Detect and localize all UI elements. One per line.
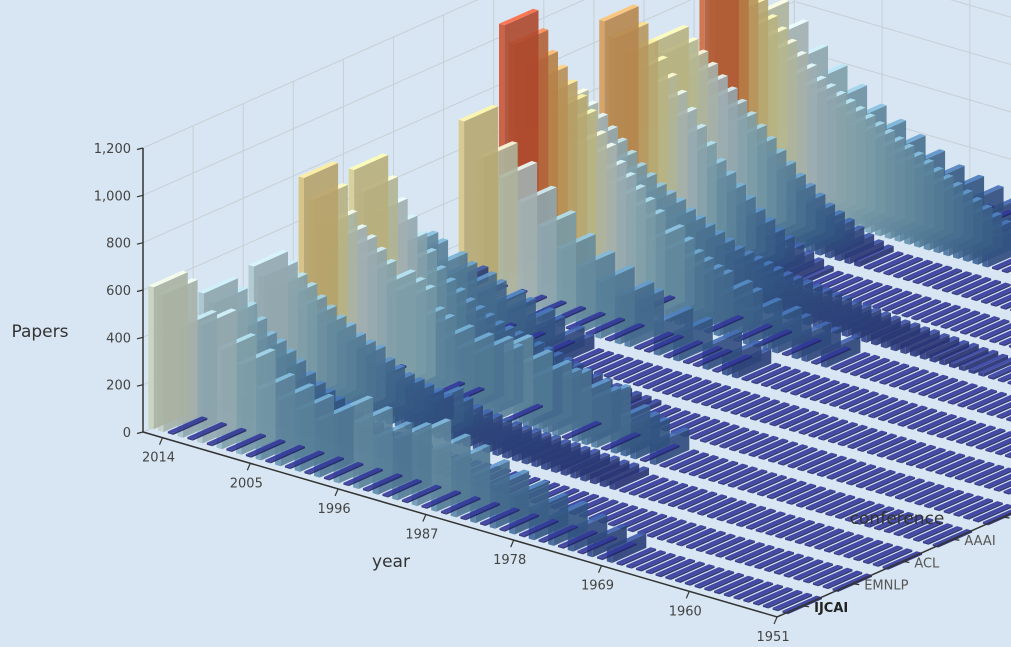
y-tick-label: IJCAI	[814, 601, 848, 616]
z-tick-label: 1,000	[94, 189, 131, 204]
z-tick	[137, 290, 143, 292]
x-tick	[686, 591, 689, 598]
z-tick-label: 0	[123, 426, 131, 441]
z-tick	[137, 432, 143, 434]
z-tick	[137, 385, 143, 387]
grid-line	[794, 0, 1011, 44]
x-tick-label: 1969	[581, 579, 614, 594]
x-tick	[774, 617, 777, 624]
x-tick-label: 2005	[230, 476, 263, 491]
x-tick-label: 1978	[493, 553, 526, 568]
x-tick	[423, 515, 426, 522]
z-axis-title: Papers	[11, 322, 68, 342]
z-tick-label: 400	[106, 331, 131, 346]
bar-ijcai-2016	[148, 271, 188, 430]
y-tick-label: ACL	[914, 556, 940, 571]
x-tick-label: 2014	[142, 451, 175, 466]
x-tick-label: 1996	[318, 502, 351, 517]
z-tick-label: 200	[106, 379, 131, 394]
z-tick-label: 600	[106, 284, 131, 299]
x-tick	[335, 489, 338, 496]
x-tick	[511, 540, 514, 547]
z-tick	[137, 337, 143, 339]
y-tick-label: EMNLP	[864, 579, 908, 594]
z-tick	[137, 195, 143, 197]
x-tick	[247, 463, 250, 470]
x-axis-title: year	[372, 552, 410, 572]
x-tick-label: 1960	[669, 604, 702, 619]
y-tick-label: AAAI	[964, 534, 995, 549]
x-tick	[598, 566, 601, 573]
z-tick	[137, 148, 143, 150]
x-tick-label: 1951	[757, 630, 790, 643]
x-tick-label: 1987	[405, 528, 438, 543]
z-tick-label: 800	[106, 237, 131, 252]
y-axis-title: conference	[850, 509, 945, 529]
x-tick	[160, 438, 163, 445]
z-tick	[137, 243, 143, 245]
z-tick-label: 1,200	[94, 142, 131, 157]
